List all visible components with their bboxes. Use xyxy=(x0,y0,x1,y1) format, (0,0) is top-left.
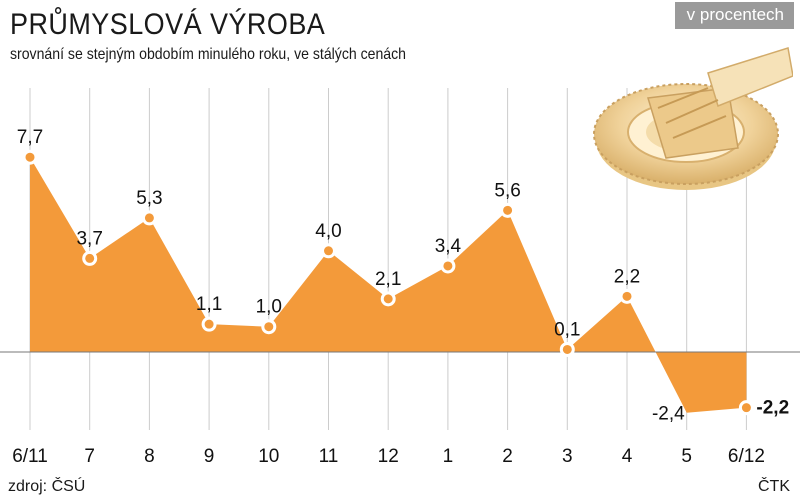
gear-icon xyxy=(593,47,793,190)
x-tick-label-4: 10 xyxy=(258,446,279,467)
data-point-2 xyxy=(141,210,157,226)
source-note: zdroj: ČSÚ xyxy=(8,478,86,495)
data-label-0: 7,7 xyxy=(17,127,43,148)
x-tick-label-1: 7 xyxy=(84,446,95,467)
data-point-5 xyxy=(321,243,336,259)
area-series xyxy=(30,157,747,413)
x-tick-label-3: 9 xyxy=(204,446,215,467)
x-tick-label-0: 6/11 xyxy=(12,446,48,467)
data-point-8 xyxy=(500,202,516,218)
agency-credit: ČTK xyxy=(758,478,790,495)
data-label-4: 1,0 xyxy=(256,297,282,318)
data-label-6: 2,1 xyxy=(375,269,401,290)
data-label-7: 3,4 xyxy=(435,236,462,257)
x-tick-label-8: 2 xyxy=(502,446,513,467)
x-tick-label-7: 1 xyxy=(443,446,454,467)
data-point-0 xyxy=(22,149,38,165)
chart-subtitle: srovnání se stejným obdobím minulého rok… xyxy=(10,46,407,63)
data-label-3: 1,1 xyxy=(196,294,222,315)
x-tick-label-9: 3 xyxy=(562,446,573,467)
x-tick-label-2: 8 xyxy=(144,446,155,467)
x-tick-label-11: 5 xyxy=(681,446,692,467)
data-label-9: 0,1 xyxy=(554,319,580,340)
data-point-7 xyxy=(440,258,456,274)
data-label-2: 5,3 xyxy=(136,188,162,209)
data-point-4 xyxy=(261,319,277,335)
data-point-10 xyxy=(619,288,635,304)
data-label-11: -2,4 xyxy=(652,404,685,425)
x-tick-label-6: 12 xyxy=(378,446,399,467)
data-point-6 xyxy=(380,291,396,307)
x-tick-label-10: 4 xyxy=(622,446,633,467)
x-tick-label-12: 6/12 xyxy=(728,446,765,467)
x-tick-label-5: 11 xyxy=(319,446,339,467)
data-point-3 xyxy=(201,316,217,332)
data-point-12 xyxy=(738,400,754,416)
data-label-5: 4,0 xyxy=(315,221,341,242)
data-label-12: -2,2 xyxy=(756,398,789,419)
chart-title: PRŮMYSLOVÁ VÝROBA xyxy=(10,8,326,41)
unit-badge: v procentech xyxy=(674,2,794,29)
data-label-10: 2,2 xyxy=(614,266,640,287)
data-point-9 xyxy=(559,341,575,357)
data-point-1 xyxy=(82,250,98,266)
data-label-8: 5,6 xyxy=(494,180,520,201)
data-label-1: 3,7 xyxy=(76,228,102,249)
